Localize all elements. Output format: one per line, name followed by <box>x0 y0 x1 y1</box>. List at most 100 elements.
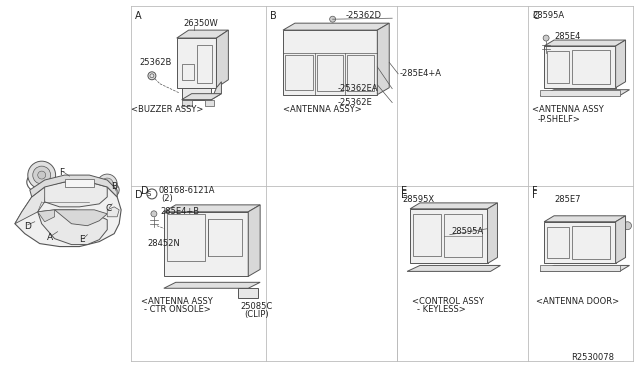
Text: <CONTROL ASSY: <CONTROL ASSY <box>412 297 484 306</box>
Text: A: A <box>135 11 141 21</box>
Text: -P.SHELF>: -P.SHELF> <box>537 115 580 124</box>
Circle shape <box>590 76 598 84</box>
Polygon shape <box>283 30 378 94</box>
Circle shape <box>101 178 113 190</box>
Polygon shape <box>540 266 630 272</box>
Polygon shape <box>410 209 488 263</box>
Polygon shape <box>164 212 248 276</box>
Text: D: D <box>24 222 31 231</box>
Bar <box>205 100 214 106</box>
Polygon shape <box>540 90 630 96</box>
Text: 285E4: 285E4 <box>554 32 580 41</box>
Polygon shape <box>407 266 500 272</box>
Polygon shape <box>177 38 216 88</box>
Text: F: F <box>60 168 65 177</box>
Text: F: F <box>532 190 538 200</box>
Text: A: A <box>47 233 52 242</box>
Text: <ANTENNA ASSY: <ANTENNA ASSY <box>532 105 604 114</box>
Text: (CLIP): (CLIP) <box>244 310 269 318</box>
Bar <box>572 226 610 260</box>
Bar <box>285 55 313 90</box>
Bar <box>207 219 243 257</box>
Polygon shape <box>30 175 117 197</box>
Text: F: F <box>532 186 538 196</box>
Text: E: E <box>79 235 85 244</box>
Polygon shape <box>177 30 228 38</box>
Polygon shape <box>616 40 625 88</box>
Text: B: B <box>270 11 277 21</box>
Text: 08168-6121A: 08168-6121A <box>159 186 216 195</box>
Polygon shape <box>238 288 258 298</box>
Bar <box>540 266 620 272</box>
Text: 26350W: 26350W <box>184 19 218 28</box>
Bar <box>572 50 610 84</box>
Text: R2530078: R2530078 <box>571 353 614 362</box>
Polygon shape <box>38 210 108 244</box>
Polygon shape <box>410 203 497 209</box>
Text: 28452N: 28452N <box>147 239 180 248</box>
Text: <ANTENNA DOOR>: <ANTENNA DOOR> <box>536 297 620 306</box>
Circle shape <box>452 253 463 263</box>
Bar <box>413 214 441 256</box>
Circle shape <box>554 79 562 87</box>
Text: <ANTENNA ASSY: <ANTENNA ASSY <box>141 297 212 306</box>
Text: -25362EA: -25362EA <box>337 84 378 93</box>
Polygon shape <box>182 94 221 100</box>
Polygon shape <box>488 203 497 263</box>
Circle shape <box>330 16 335 22</box>
Circle shape <box>623 222 632 230</box>
Text: - KEYLESS>: - KEYLESS> <box>417 305 466 314</box>
Bar <box>547 227 569 259</box>
Polygon shape <box>182 88 211 100</box>
Text: -25362E: -25362E <box>337 98 372 107</box>
Circle shape <box>148 72 156 80</box>
Polygon shape <box>378 23 389 94</box>
Polygon shape <box>544 216 625 222</box>
Text: -25362D: -25362D <box>346 11 381 20</box>
Circle shape <box>590 251 598 260</box>
Circle shape <box>328 42 337 52</box>
Bar <box>444 214 481 257</box>
Text: 25362B: 25362B <box>139 58 172 67</box>
Circle shape <box>543 35 549 41</box>
Bar <box>167 214 205 262</box>
Bar <box>196 45 212 83</box>
Text: 28595A: 28595A <box>452 227 484 236</box>
Bar <box>346 55 374 91</box>
Polygon shape <box>42 182 108 207</box>
Polygon shape <box>544 40 625 46</box>
Circle shape <box>356 83 364 91</box>
Text: - CTR ONSOLE>: - CTR ONSOLE> <box>144 305 211 314</box>
Text: C: C <box>105 204 111 213</box>
Text: 285E7: 285E7 <box>554 195 580 204</box>
Polygon shape <box>15 182 121 247</box>
Text: E: E <box>401 186 407 196</box>
Circle shape <box>97 174 117 194</box>
Polygon shape <box>248 205 260 276</box>
Polygon shape <box>544 46 616 88</box>
Bar <box>317 55 342 91</box>
Polygon shape <box>544 222 616 263</box>
Circle shape <box>294 85 304 94</box>
Text: D: D <box>141 186 148 196</box>
Circle shape <box>179 262 189 272</box>
Text: S: S <box>147 191 151 197</box>
Bar <box>182 64 194 80</box>
Text: <ANTENNA ASSY>: <ANTENNA ASSY> <box>283 105 362 114</box>
Text: E: E <box>401 190 407 200</box>
Polygon shape <box>283 23 389 30</box>
Text: D: D <box>135 190 143 200</box>
Circle shape <box>554 254 562 263</box>
Text: 28595X: 28595X <box>402 195 435 204</box>
Circle shape <box>151 211 157 217</box>
Text: 28595A: 28595A <box>532 11 564 20</box>
Polygon shape <box>54 210 108 226</box>
Text: -285E4+A: -285E4+A <box>399 69 441 78</box>
Bar <box>65 179 94 187</box>
Polygon shape <box>108 207 119 217</box>
Polygon shape <box>216 30 228 88</box>
Text: 25085C: 25085C <box>240 302 273 311</box>
Polygon shape <box>38 210 54 222</box>
Polygon shape <box>616 216 625 263</box>
Circle shape <box>28 161 56 189</box>
